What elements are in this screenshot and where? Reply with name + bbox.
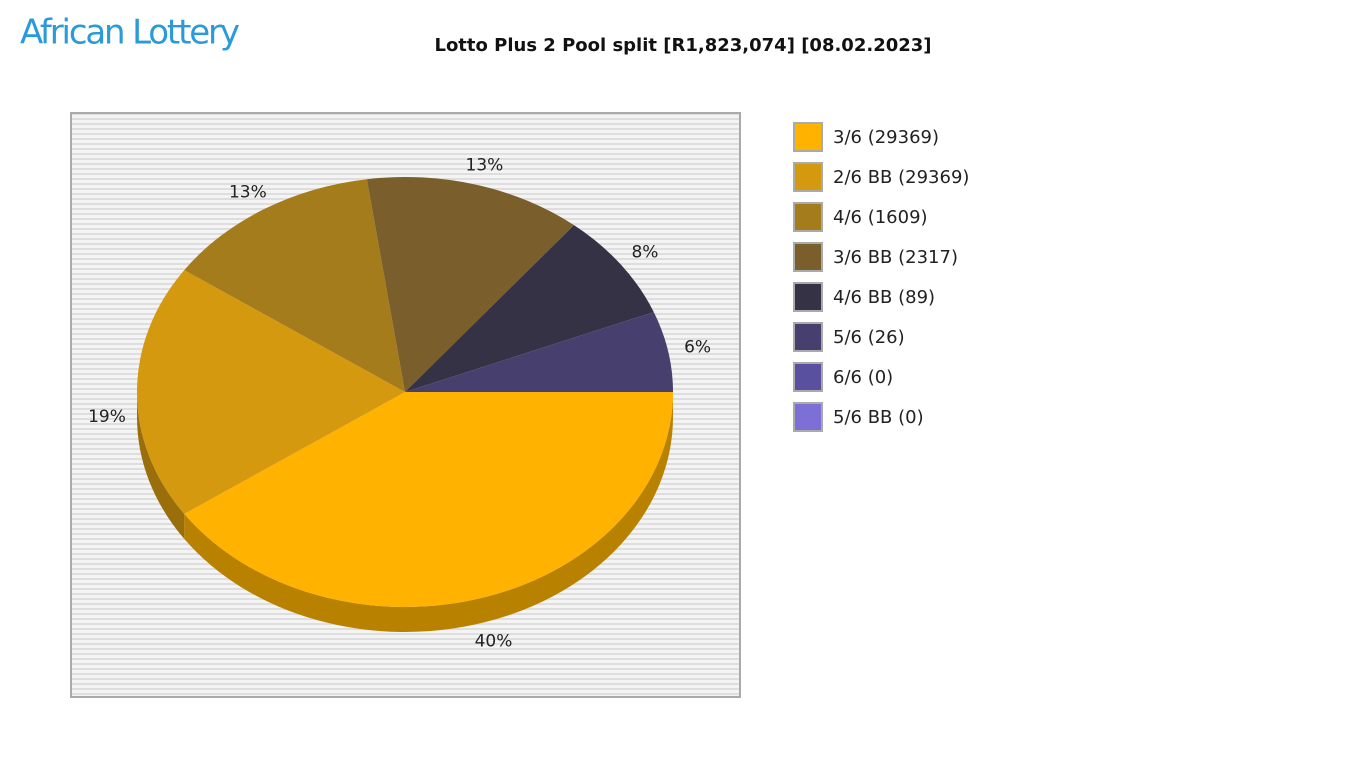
- pie: 40% 19% 13% 13% 8% 6%: [88, 155, 711, 651]
- slice-label: 13%: [229, 182, 267, 202]
- pie-slice[interactable]: [137, 270, 405, 514]
- legend-label[interactable]: 5/6 (26): [833, 327, 905, 348]
- legend-label[interactable]: 4/6 (1609): [833, 207, 928, 228]
- legend-label[interactable]: 4/6 BB (89): [833, 287, 935, 308]
- pie-slice-side: [137, 392, 185, 539]
- legend-swatch: [793, 202, 823, 232]
- slice-label: 6%: [684, 338, 711, 358]
- legend-label[interactable]: 3/6 (29369): [833, 127, 939, 148]
- pie-slice[interactable]: [184, 179, 405, 392]
- slice-label: 13%: [466, 155, 504, 175]
- legend-swatch: [793, 322, 823, 352]
- legend-swatch: [793, 122, 823, 152]
- legend-label[interactable]: 6/6 (0): [833, 367, 893, 388]
- legend-swatch: [793, 242, 823, 272]
- pie-slice[interactable]: [366, 177, 574, 392]
- logo[interactable]: African Lottery: [20, 13, 240, 53]
- legend-label[interactable]: 2/6 BB (29369): [833, 167, 969, 188]
- legend-swatch: [793, 362, 823, 392]
- slice-label: 40%: [475, 631, 513, 651]
- legend-swatch: [793, 162, 823, 192]
- legend-swatch: [793, 282, 823, 312]
- legend-label[interactable]: 5/6 BB (0): [833, 407, 924, 428]
- pie-slice[interactable]: [184, 392, 673, 608]
- slice-label: 19%: [88, 407, 126, 427]
- chart-title: Lotto Plus 2 Pool split [R1,823,074] [08…: [434, 35, 931, 56]
- slice-label: 8%: [631, 243, 658, 263]
- legend-swatch: [793, 402, 823, 432]
- pie-slice[interactable]: [405, 225, 654, 392]
- legend: 3/6 (29369) 2/6 BB (29369) 4/6 (1609) 3/6 B…: [793, 122, 969, 432]
- pie-slice[interactable]: [405, 312, 673, 392]
- legend-label[interactable]: 3/6 BB (2317): [833, 247, 958, 268]
